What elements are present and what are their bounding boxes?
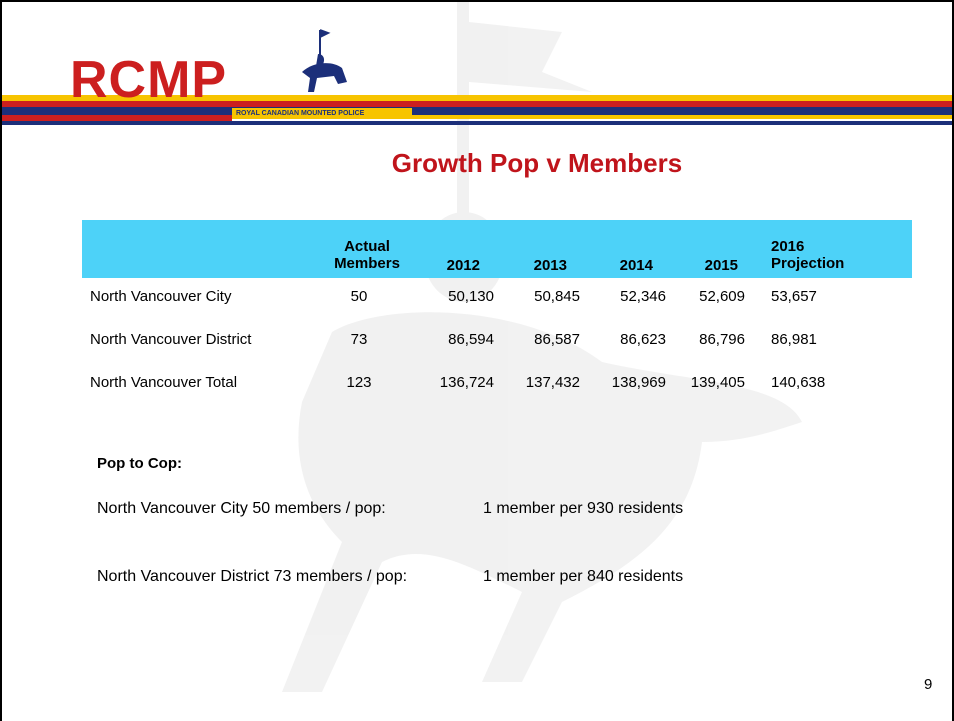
table-cell: 86,981: [771, 331, 817, 348]
table-cell: 138,969: [611, 374, 666, 391]
table-cell: 73: [350, 331, 368, 348]
logo-subtitle: ROYAL CANADIAN MOUNTED POLICE: [236, 110, 365, 117]
table-cell: 86,587: [534, 331, 580, 348]
table-cell: 86,623: [620, 331, 666, 348]
column-header: 2016 Projection: [771, 238, 845, 272]
table-cell: 86,796: [699, 331, 745, 348]
column-header: 2012: [446, 257, 480, 274]
page-number: 9: [924, 676, 933, 693]
table-cell: 136,724: [439, 374, 494, 391]
table-cell: 86,594: [448, 331, 494, 348]
table-cell: 50,845: [534, 288, 580, 305]
pop-line-label: North Vancouver District 73 members / po…: [97, 568, 408, 585]
row-label: North Vancouver District: [90, 331, 252, 348]
row-label: North Vancouver City: [90, 288, 232, 305]
table-cell: 50,130: [448, 288, 494, 305]
table-cell: 50: [350, 288, 368, 305]
table-cell: 52,346: [620, 288, 666, 305]
table-cell: 139,405: [690, 374, 745, 391]
table-cell: 140,638: [771, 374, 826, 391]
column-header: 2014: [619, 257, 653, 274]
column-header: Actual Members: [334, 238, 400, 272]
slide-title: Growth Pop v Members: [391, 148, 683, 178]
table-cell: 52,609: [699, 288, 745, 305]
pop-line-ratio: 1 member per 930 residents: [483, 500, 684, 517]
column-header: 2013: [533, 257, 567, 274]
column-header: 2015: [704, 257, 738, 274]
pop-line-ratio: 1 member per 840 residents: [483, 568, 684, 585]
table-cell: 123: [346, 374, 372, 391]
logo: RCMP: [70, 51, 228, 109]
pop-heading: Pop to Cop:: [97, 455, 182, 472]
table-cell: 137,432: [525, 374, 580, 391]
table-header-band: [82, 220, 912, 278]
row-label: North Vancouver Total: [90, 374, 238, 391]
pop-line-label: North Vancouver City 50 members / pop:: [97, 500, 386, 517]
table-cell: 53,657: [771, 288, 817, 305]
